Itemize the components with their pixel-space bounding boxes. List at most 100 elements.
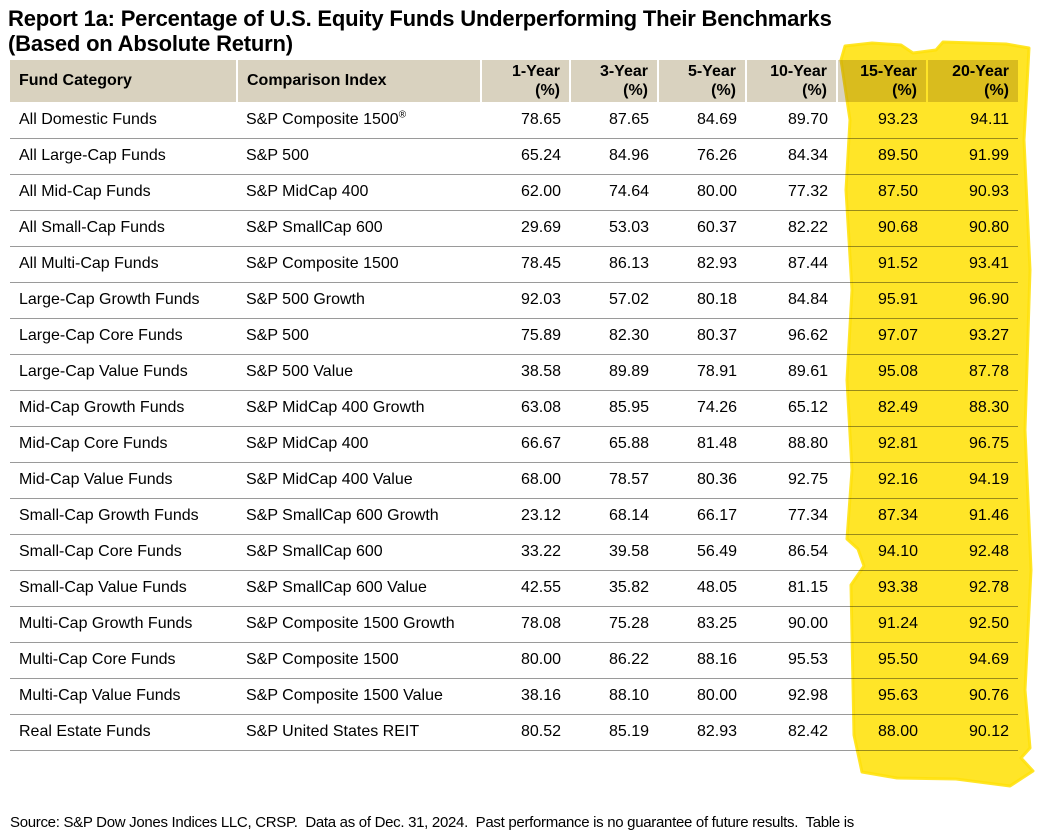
fund-category-cell: Small-Cap Value Funds <box>10 570 237 607</box>
value-cell-y15: 95.08 <box>837 354 927 391</box>
value-cell-y3: 65.88 <box>570 426 658 463</box>
value-cell-y1: 38.58 <box>481 354 570 391</box>
value-cell-y1: 75.89 <box>481 318 570 355</box>
fund-category-cell: Real Estate Funds <box>10 714 237 751</box>
comparison-index-cell: S&P United States REIT <box>237 714 481 751</box>
value-cell-y15: 95.63 <box>837 678 927 715</box>
comparison-index-cell: S&P 500 <box>237 318 481 355</box>
fund-category-cell: All Multi-Cap Funds <box>10 246 237 283</box>
comparison-index-cell: S&P SmallCap 600 <box>237 210 481 247</box>
fund-category-cell: Mid-Cap Core Funds <box>10 426 237 463</box>
column-header-index: Comparison Index <box>236 60 481 102</box>
value-cell-y3: 82.30 <box>570 318 658 355</box>
value-cell-y20: 93.41 <box>927 246 1018 283</box>
fund-category-cell: All Small-Cap Funds <box>10 210 237 247</box>
value-cell-y10: 92.75 <box>746 462 837 499</box>
value-cell-y3: 89.89 <box>570 354 658 391</box>
value-cell-y20: 90.80 <box>927 210 1018 247</box>
value-cell-y10: 84.84 <box>746 282 837 319</box>
value-cell-y5: 84.69 <box>658 102 746 139</box>
value-cell-y1: 78.45 <box>481 246 570 283</box>
value-cell-y15: 95.50 <box>837 642 927 679</box>
value-cell-y20: 92.48 <box>927 534 1018 571</box>
value-cell-y3: 74.64 <box>570 174 658 211</box>
value-cell-y15: 92.16 <box>837 462 927 499</box>
value-cell-y3: 39.58 <box>570 534 658 571</box>
value-cell-y20: 94.19 <box>927 462 1018 499</box>
value-cell-y10: 82.22 <box>746 210 837 247</box>
value-cell-y10: 89.61 <box>746 354 837 391</box>
comparison-index-cell: S&P Composite 1500 Growth <box>237 606 481 643</box>
fund-category-cell: Multi-Cap Value Funds <box>10 678 237 715</box>
fund-category-cell: All Large-Cap Funds <box>10 138 237 175</box>
value-cell-y10: 86.54 <box>746 534 837 571</box>
value-cell-y10: 84.34 <box>746 138 837 175</box>
value-cell-y3: 78.57 <box>570 462 658 499</box>
value-cell-y3: 88.10 <box>570 678 658 715</box>
value-cell-y5: 80.00 <box>658 174 746 211</box>
value-cell-y10: 96.62 <box>746 318 837 355</box>
value-cell-y10: 77.32 <box>746 174 837 211</box>
value-cell-y3: 87.65 <box>570 102 658 139</box>
table-row: All Mid-Cap Funds S&P MidCap 400 62.00 74.6… <box>10 174 1018 211</box>
value-cell-y1: 80.00 <box>481 642 570 679</box>
value-cell-y1: 38.16 <box>481 678 570 715</box>
comparison-index-cell: S&P MidCap 400 <box>237 174 481 211</box>
registered-trademark-symbol: ® <box>398 109 407 121</box>
value-cell-y5: 80.36 <box>658 462 746 499</box>
comparison-index-cell: S&P MidCap 400 Value <box>237 462 481 499</box>
value-cell-y20: 91.46 <box>927 498 1018 535</box>
value-cell-y3: 57.02 <box>570 282 658 319</box>
value-cell-y20: 96.75 <box>927 426 1018 463</box>
value-cell-y20: 93.27 <box>927 318 1018 355</box>
value-cell-y1: 62.00 <box>481 174 570 211</box>
table-row: Large-Cap Value Funds S&P 500 Value 38.58 8… <box>10 354 1018 391</box>
value-cell-y5: 83.25 <box>658 606 746 643</box>
value-cell-y20: 87.78 <box>927 354 1018 391</box>
value-cell-y10: 88.80 <box>746 426 837 463</box>
value-cell-y5: 82.93 <box>658 246 746 283</box>
value-cell-y5: 74.26 <box>658 390 746 427</box>
comparison-index-cell: S&P Composite 1500® <box>237 102 481 139</box>
value-cell-y3: 35.82 <box>570 570 658 607</box>
value-cell-y20: 94.69 <box>927 642 1018 679</box>
value-cell-y15: 87.34 <box>837 498 927 535</box>
column-header-y20: 20-Year (%) <box>926 60 1018 102</box>
value-cell-y5: 80.18 <box>658 282 746 319</box>
value-cell-y3: 85.95 <box>570 390 658 427</box>
value-cell-y1: 66.67 <box>481 426 570 463</box>
value-cell-y1: 63.08 <box>481 390 570 427</box>
value-cell-y15: 92.81 <box>837 426 927 463</box>
value-cell-y1: 78.08 <box>481 606 570 643</box>
value-cell-y20: 96.90 <box>927 282 1018 319</box>
comparison-index-cell: S&P 500 Growth <box>237 282 481 319</box>
table-row: Mid-Cap Growth Funds S&P MidCap 400 Growt… <box>10 390 1018 427</box>
fund-category-cell: Large-Cap Growth Funds <box>10 282 237 319</box>
comparison-index-cell: S&P Composite 1500 Value <box>237 678 481 715</box>
report-title-line2: (Based on Absolute Return) <box>8 31 293 56</box>
value-cell-y15: 91.24 <box>837 606 927 643</box>
value-cell-y1: 80.52 <box>481 714 570 751</box>
table-row: Small-Cap Core Funds S&P SmallCap 600 33.2… <box>10 534 1018 571</box>
table-row: Multi-Cap Growth Funds S&P Composite 1500… <box>10 606 1018 643</box>
value-cell-y5: 80.37 <box>658 318 746 355</box>
table-row: Small-Cap Growth Funds S&P SmallCap 600 G… <box>10 498 1018 535</box>
value-cell-y5: 82.93 <box>658 714 746 751</box>
funds-underperformance-table: Fund Category Comparison Index 1-Year (%) 3… <box>10 60 1018 751</box>
comparison-index-cell: S&P MidCap 400 Growth <box>237 390 481 427</box>
value-cell-y10: 82.42 <box>746 714 837 751</box>
table-row: Mid-Cap Core Funds S&P MidCap 400 66.67 65.… <box>10 426 1018 463</box>
value-cell-y3: 68.14 <box>570 498 658 535</box>
value-cell-y5: 66.17 <box>658 498 746 535</box>
report-title-line1: Report 1a: Percentage of U.S. Equity Fun… <box>8 6 832 31</box>
value-cell-y3: 75.28 <box>570 606 658 643</box>
value-cell-y1: 33.22 <box>481 534 570 571</box>
comparison-index-cell: S&P SmallCap 600 <box>237 534 481 571</box>
value-cell-y3: 53.03 <box>570 210 658 247</box>
fund-category-cell: Large-Cap Value Funds <box>10 354 237 391</box>
source-note-line1: Source: S&P Dow Jones Indices LLC, CRSP.… <box>10 813 854 831</box>
value-cell-y20: 94.11 <box>927 102 1018 139</box>
fund-category-cell: Mid-Cap Growth Funds <box>10 390 237 427</box>
value-cell-y10: 89.70 <box>746 102 837 139</box>
